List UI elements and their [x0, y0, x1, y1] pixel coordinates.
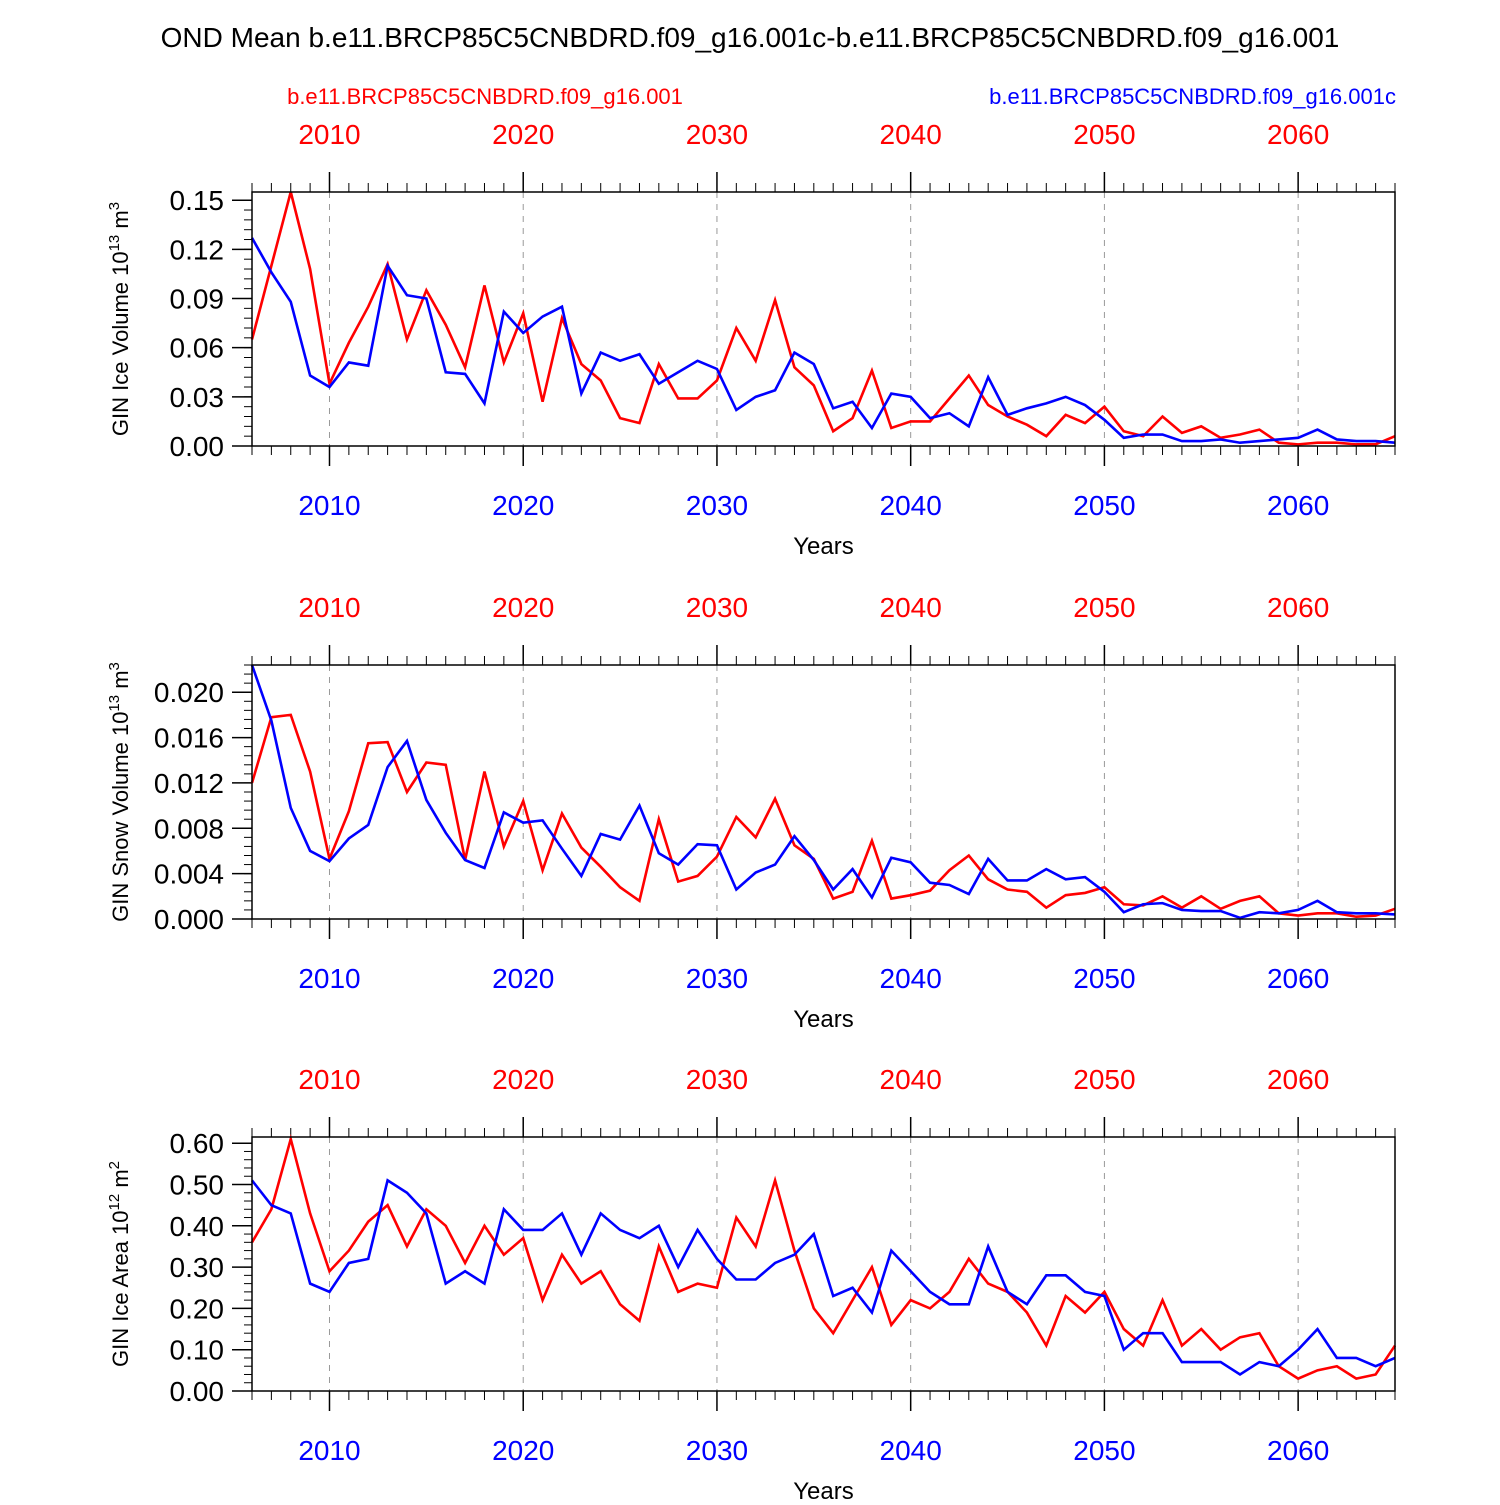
y-axis-title-superscript: 3 — [106, 662, 123, 670]
x-top-tick-label: 2060 — [1267, 592, 1329, 623]
y-tick-label: 0.00 — [170, 431, 225, 462]
x-top-tick-label: 2010 — [298, 592, 360, 623]
y-tick-label: 0.008 — [154, 813, 224, 844]
x-top-tick-label: 2020 — [492, 119, 554, 150]
x-top-tick-label: 2010 — [298, 1064, 360, 1095]
legend-red-label: b.e11.BRCP85C5CNBDRD.f09_g16.001 — [287, 84, 683, 109]
chart-panel-ice-volume: 0.00 0.03 0.06 0.09 0.12 0.15 2010 2010 2020 2020… — [106, 119, 1396, 560]
legend-blue-label: b.e11.BRCP85C5CNBDRD.f09_g16.001c — [989, 84, 1396, 109]
x-top-tick-label: 2020 — [492, 1064, 554, 1095]
y-tick-label: 0.03 — [170, 382, 225, 413]
y-tick-label: 0.50 — [170, 1169, 225, 1200]
y-tick-label: 0.15 — [170, 185, 225, 216]
x-top-tick-label: 2050 — [1073, 1064, 1135, 1095]
y-tick-label: 0.06 — [170, 333, 225, 364]
x-bottom-tick-label: 2030 — [686, 963, 748, 994]
x-bottom-tick-label: 2020 — [492, 490, 554, 521]
y-tick-label: 0.004 — [154, 859, 224, 890]
y-tick-label: 0.000 — [154, 904, 224, 935]
y-tick-label: 0.40 — [170, 1211, 225, 1242]
y-tick-label: 0.12 — [170, 234, 225, 265]
x-bottom-tick-label: 2020 — [492, 963, 554, 994]
x-bottom-tick-label: 2040 — [880, 963, 942, 994]
y-axis-title: GIN Snow Volume 1013 m3 — [106, 662, 133, 922]
x-bottom-tick-label: 2020 — [492, 1435, 554, 1466]
x-bottom-tick-label: 2010 — [298, 963, 360, 994]
x-top-tick-label: 2040 — [880, 592, 942, 623]
y-axis-title-part: GIN Ice Volume 10 — [108, 251, 133, 436]
x-bottom-tick-label: 2010 — [298, 490, 360, 521]
x-top-tick-label: 2020 — [492, 592, 554, 623]
x-axis-title: Years — [793, 1478, 854, 1500]
y-tick-label: 0.10 — [170, 1335, 225, 1366]
x-bottom-tick-label: 2030 — [686, 1435, 748, 1466]
y-tick-label: 0.30 — [170, 1252, 225, 1283]
y-axis-title-superscript: 13 — [106, 695, 123, 712]
x-axis-title: Years — [793, 1006, 854, 1033]
x-bottom-tick-label: 2010 — [298, 1435, 360, 1466]
x-axis-title: Years — [793, 533, 854, 560]
figure-title: OND Mean b.e11.BRCP85C5CNBDRD.f09_g16.00… — [161, 22, 1340, 53]
x-top-tick-label: 2050 — [1073, 592, 1135, 623]
series-line-red — [250, 713, 1396, 919]
plot-frame — [251, 191, 1396, 447]
x-bottom-tick-label: 2050 — [1073, 963, 1135, 994]
x-top-tick-label: 2030 — [686, 1064, 748, 1095]
x-bottom-tick-label: 2030 — [686, 490, 748, 521]
x-top-tick-label: 2030 — [686, 592, 748, 623]
plot-frame — [251, 1136, 1396, 1392]
y-axis-title-part: m — [108, 670, 133, 694]
y-tick-label: 0.012 — [154, 768, 224, 799]
y-axis-title: GIN Ice Volume 1013 m3 — [106, 202, 133, 436]
y-tick-label: 0.020 — [154, 677, 224, 708]
x-bottom-tick-label: 2060 — [1267, 490, 1329, 521]
x-bottom-tick-label: 2060 — [1267, 1435, 1329, 1466]
y-axis-title-part: GIN Ice Area 10 — [108, 1210, 133, 1367]
x-top-tick-label: 2060 — [1267, 1064, 1329, 1095]
y-axis-title-part: GIN Snow Volume 10 — [108, 712, 133, 922]
series-line-red — [250, 191, 1396, 446]
x-bottom-tick-label: 2040 — [880, 1435, 942, 1466]
y-axis-title-part: m — [108, 210, 133, 234]
panels: 0.00 0.03 0.06 0.09 0.12 0.15 2010 2010 2020 2020… — [106, 119, 1397, 1505]
x-bottom-tick-label: 2040 — [880, 490, 942, 521]
y-tick-label: 0.20 — [170, 1293, 225, 1324]
y-axis-title-part: m — [108, 1169, 133, 1193]
plot-frame — [251, 664, 1396, 920]
x-bottom-tick-label: 2060 — [1267, 963, 1329, 994]
y-tick-label: 0.60 — [170, 1128, 225, 1159]
y-tick-label: 0.016 — [154, 723, 224, 754]
series-line-blue — [250, 664, 1396, 920]
x-bottom-tick-label: 2050 — [1073, 490, 1135, 521]
series-line-blue — [250, 1178, 1396, 1377]
x-top-tick-label: 2040 — [880, 1064, 942, 1095]
x-bottom-tick-label: 2050 — [1073, 1435, 1135, 1466]
series-line-blue — [250, 237, 1396, 445]
y-axis-title-superscript: 13 — [106, 235, 123, 252]
x-top-tick-label: 2040 — [880, 119, 942, 150]
x-top-tick-label: 2060 — [1267, 119, 1329, 150]
y-axis-title-superscript: 12 — [106, 1194, 123, 1211]
x-top-tick-label: 2010 — [298, 119, 360, 150]
series-line-red — [250, 1134, 1397, 1381]
y-tick-label: 0.09 — [170, 284, 225, 315]
chart-panel-ice-area: 0.00 0.10 0.20 0.30 0.40 0.50 0.60 2010 2010 2020… — [106, 1064, 1397, 1505]
y-tick-label: 0.00 — [170, 1376, 225, 1407]
x-top-tick-label: 2050 — [1073, 119, 1135, 150]
y-axis-title: GIN Ice Area 1012 m2 — [106, 1161, 133, 1367]
y-axis-title-superscript: 3 — [106, 202, 123, 210]
chart-panel-snow-volume: 0.000 0.004 0.008 0.012 0.016 0.020 2010 2010 20… — [106, 592, 1396, 1033]
x-top-tick-label: 2030 — [686, 119, 748, 150]
y-axis-title-superscript: 2 — [106, 1161, 123, 1169]
